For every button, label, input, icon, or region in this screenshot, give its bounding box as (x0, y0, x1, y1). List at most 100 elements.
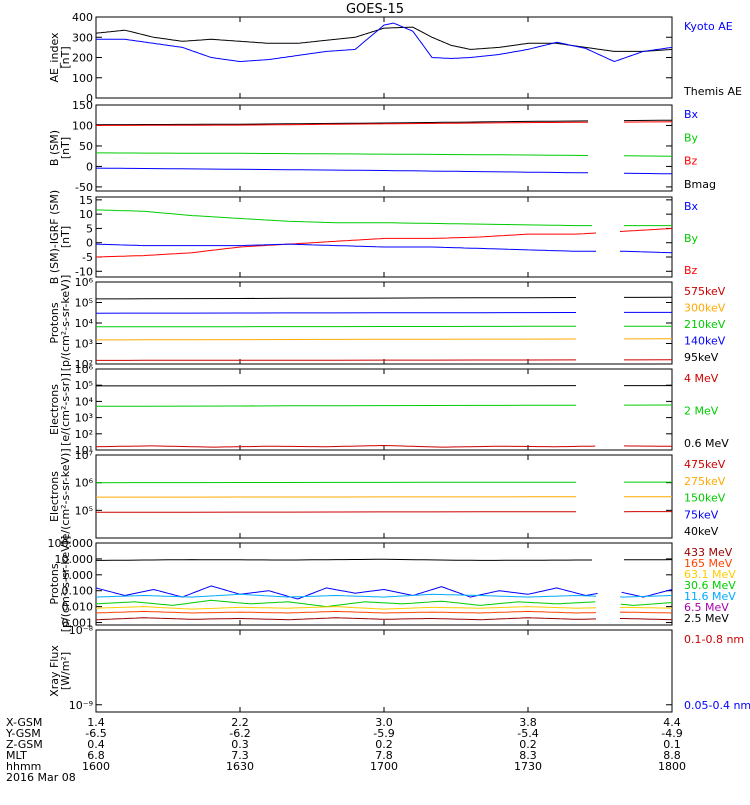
y-tick-label: 10⁻⁸ (69, 624, 94, 637)
panel-7: 0.0010.0100.1001.00010.000100.000Protons… (48, 536, 737, 633)
series-line-11-6-mev (96, 594, 596, 597)
y-tick-label: 10⁶ (75, 477, 94, 490)
panel-4: 10²10³10⁴10⁵10⁶Protons[p/(cm²-s-sr-keV)]… (48, 275, 726, 372)
panel-frame (96, 630, 672, 712)
series-line-11-6-mev (620, 596, 672, 598)
series-line-575kev (96, 360, 576, 361)
legend-entry: 0.05-0.4 nm (684, 699, 750, 712)
series-line-bx (620, 251, 672, 252)
y-axis-label: [e/(cm²-s-sr)] (59, 373, 72, 446)
series-line-63-1-mev (620, 607, 672, 608)
series-line-2-5-mev (96, 559, 592, 560)
series-line-by (96, 153, 588, 156)
y-tick-label: 10⁶ (75, 363, 94, 376)
legend-entry: Themis AE (683, 85, 742, 98)
ephemeris-value: 1800 (658, 760, 686, 773)
y-axis-label: [W/m²] (59, 652, 72, 690)
y-tick-label: 10³ (75, 412, 93, 425)
panel-6: 10⁵10⁶10⁷Electrons[e/(cm²-s-sr-keV)]475k… (48, 448, 726, 544)
legend-entry: 475keV (684, 458, 726, 471)
series-line-bx (96, 168, 588, 173)
y-tick-label: 10² (75, 428, 93, 441)
series-line-165-mev (620, 612, 672, 613)
legend-entry: 75keV (684, 508, 719, 521)
y-tick-label: 10⁴ (75, 317, 94, 330)
legend-entry: 2 MeV (684, 405, 719, 418)
legend-entry: 0.6 MeV (684, 437, 729, 450)
y-tick-label: 10⁻⁹ (69, 699, 93, 712)
series-line-433-mev (620, 619, 672, 620)
series-line-150kev (96, 482, 576, 483)
date-label: 2016 Mar 08 (6, 771, 76, 784)
panel-frame (96, 282, 672, 364)
ephemeris-value: 1630 (226, 760, 254, 773)
y-tick-label: 10⁴ (75, 395, 94, 408)
legend-entry: 40keV (684, 525, 719, 538)
legend-entry: 575keV (684, 285, 726, 298)
series-line-475kev (96, 512, 576, 513)
y-tick-label: 10 (79, 208, 93, 221)
y-tick-label: 400 (72, 11, 93, 24)
y-axis-label: [e/(cm²-s-sr-keV)] (59, 448, 72, 544)
y-tick-label: 10⁶ (75, 276, 94, 289)
legend-entry: Bx (684, 108, 699, 121)
y-tick-label: 300 (72, 31, 93, 44)
ephemeris-value: 1730 (514, 760, 542, 773)
y-axis-label: [nT] (59, 226, 72, 248)
y-tick-label: 100 (72, 72, 93, 85)
y-axis-label: [p/(cm²-s-sr-keV)] (59, 275, 72, 372)
series-line-by (96, 210, 592, 226)
ephemeris-value: 1700 (370, 760, 398, 773)
y-tick-label: 5 (86, 222, 93, 235)
panel-frame (96, 197, 672, 277)
y-tick-label: -50 (75, 181, 93, 194)
y-tick-label: 0 (86, 160, 93, 173)
y-axis-label: [nT] (59, 137, 72, 159)
series-line-300kev (96, 339, 576, 340)
legend-entry: 95keV (684, 351, 719, 364)
y-tick-label: 150 (72, 99, 93, 112)
panel-frame (96, 105, 672, 191)
y-tick-label: 0 (86, 237, 93, 250)
y-tick-label: 10⁷ (75, 449, 93, 462)
legend-entry: Kyoto AE (684, 20, 733, 33)
legend-entry: Bz (684, 155, 698, 168)
series-line-140kev (96, 313, 576, 314)
series-line-bx (624, 173, 672, 174)
y-tick-label: 10⁵ (75, 297, 93, 310)
series-line-433-mev (96, 618, 596, 620)
y-tick-label: 10⁵ (75, 504, 93, 517)
legend-entry: Bz (684, 264, 698, 277)
series-line-95kev (96, 298, 576, 299)
y-tick-label: 50 (79, 140, 93, 153)
legend-entry: By (684, 131, 699, 144)
series-line-bz (96, 233, 596, 257)
legend-entry: 0.1-0.8 nm (684, 633, 744, 646)
plot-title: GOES-15 (346, 2, 404, 17)
legend-entry: 150keV (684, 492, 726, 505)
legend-entry: Bx (684, 200, 699, 213)
panel-frame (96, 17, 672, 98)
panel-frame (96, 369, 672, 450)
legend-entry: 275keV (684, 475, 726, 488)
y-tick-label: 10⁵ (75, 379, 93, 392)
legend-entry: 300keV (684, 302, 726, 315)
y-tick-label: 15 (79, 194, 93, 207)
series-line-2-mev (96, 405, 576, 406)
series-line-165-mev (96, 611, 596, 613)
series-line-30-6-mev (96, 600, 595, 606)
y-tick-label: 200 (72, 52, 93, 65)
series-line-bz (96, 122, 588, 125)
legend-entry: 210keV (684, 318, 726, 331)
legend-entry: 140keV (684, 335, 726, 348)
y-tick-label: 10³ (75, 338, 93, 351)
series-line-4-mev (96, 446, 595, 448)
y-tick-label: -5 (82, 251, 93, 264)
y-axis-label: [p/(cm²-s-sr-keV)] (59, 536, 72, 633)
panel-5: 10¹10²10³10⁴10⁵10⁶Electrons[e/(cm²-s-sr)… (48, 363, 729, 457)
